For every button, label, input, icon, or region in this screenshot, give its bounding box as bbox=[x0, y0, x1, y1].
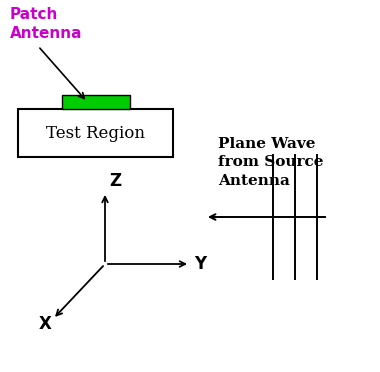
Text: Y: Y bbox=[194, 255, 206, 273]
Text: Test Region: Test Region bbox=[46, 125, 145, 141]
Bar bbox=[62, 95, 130, 109]
Text: Plane Wave
from Source
Antenna: Plane Wave from Source Antenna bbox=[218, 137, 323, 188]
Text: Patch
Antenna: Patch Antenna bbox=[10, 7, 82, 41]
Text: X: X bbox=[39, 315, 52, 333]
Text: Z: Z bbox=[109, 172, 121, 190]
Bar bbox=[18, 109, 173, 157]
